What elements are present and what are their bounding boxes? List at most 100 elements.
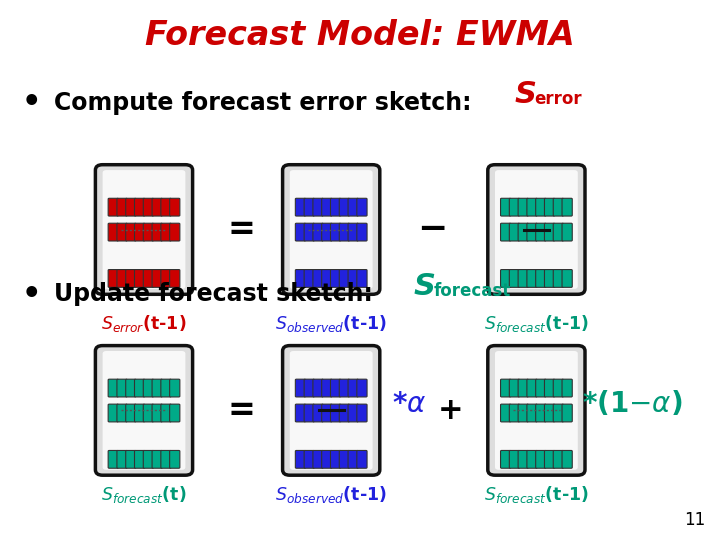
FancyBboxPatch shape (330, 198, 341, 216)
FancyBboxPatch shape (152, 269, 162, 287)
FancyBboxPatch shape (117, 198, 127, 216)
FancyBboxPatch shape (518, 450, 528, 468)
FancyBboxPatch shape (103, 170, 186, 289)
Text: Forecast Model: EWMA: Forecast Model: EWMA (145, 18, 575, 52)
FancyBboxPatch shape (562, 269, 572, 287)
Text: $\mathit{S}_{forecast}$(t-1): $\mathit{S}_{forecast}$(t-1) (484, 484, 589, 504)
FancyBboxPatch shape (295, 404, 305, 422)
FancyBboxPatch shape (536, 223, 546, 241)
FancyBboxPatch shape (304, 379, 315, 397)
FancyBboxPatch shape (143, 404, 153, 422)
Text: $\mathit{S}_{observed}$(t-1): $\mathit{S}_{observed}$(t-1) (275, 314, 387, 334)
FancyBboxPatch shape (500, 450, 510, 468)
FancyBboxPatch shape (108, 404, 118, 422)
FancyBboxPatch shape (126, 450, 136, 468)
FancyBboxPatch shape (339, 404, 349, 422)
FancyBboxPatch shape (348, 450, 359, 468)
Text: =: = (228, 394, 255, 427)
FancyBboxPatch shape (143, 198, 153, 216)
FancyBboxPatch shape (536, 450, 546, 468)
FancyBboxPatch shape (95, 165, 193, 294)
FancyBboxPatch shape (536, 198, 546, 216)
Text: −: − (417, 213, 447, 246)
FancyBboxPatch shape (544, 198, 554, 216)
FancyBboxPatch shape (313, 379, 323, 397)
Text: +: + (438, 396, 464, 425)
FancyBboxPatch shape (322, 450, 332, 468)
FancyBboxPatch shape (295, 379, 305, 397)
FancyBboxPatch shape (103, 351, 186, 470)
FancyBboxPatch shape (117, 450, 127, 468)
FancyBboxPatch shape (536, 379, 546, 397)
FancyBboxPatch shape (170, 404, 180, 422)
FancyBboxPatch shape (152, 404, 162, 422)
FancyBboxPatch shape (304, 269, 315, 287)
FancyBboxPatch shape (143, 269, 153, 287)
Text: $\mathit{S}_{forecast}$(t-1): $\mathit{S}_{forecast}$(t-1) (484, 314, 589, 334)
FancyBboxPatch shape (161, 198, 171, 216)
FancyBboxPatch shape (527, 269, 537, 287)
FancyBboxPatch shape (295, 269, 305, 287)
FancyBboxPatch shape (518, 198, 528, 216)
FancyBboxPatch shape (117, 223, 127, 241)
FancyBboxPatch shape (562, 404, 572, 422)
FancyBboxPatch shape (527, 223, 537, 241)
FancyBboxPatch shape (295, 223, 305, 241)
Text: Compute forecast error sketch:: Compute forecast error sketch: (54, 91, 472, 114)
FancyBboxPatch shape (152, 223, 162, 241)
FancyBboxPatch shape (330, 379, 341, 397)
FancyBboxPatch shape (126, 198, 136, 216)
FancyBboxPatch shape (283, 165, 380, 294)
Text: •: • (22, 280, 41, 309)
FancyBboxPatch shape (108, 450, 118, 468)
FancyBboxPatch shape (500, 269, 510, 287)
FancyBboxPatch shape (527, 379, 537, 397)
FancyBboxPatch shape (330, 269, 341, 287)
FancyBboxPatch shape (322, 223, 332, 241)
FancyBboxPatch shape (553, 404, 564, 422)
FancyBboxPatch shape (304, 198, 315, 216)
FancyBboxPatch shape (283, 346, 380, 475)
FancyBboxPatch shape (170, 269, 180, 287)
FancyBboxPatch shape (135, 198, 145, 216)
Text: error: error (534, 90, 582, 109)
FancyBboxPatch shape (161, 450, 171, 468)
FancyBboxPatch shape (152, 379, 162, 397)
FancyBboxPatch shape (295, 198, 305, 216)
Text: S: S (414, 272, 436, 301)
FancyBboxPatch shape (553, 223, 564, 241)
Text: S: S (515, 80, 537, 109)
FancyBboxPatch shape (313, 404, 323, 422)
FancyBboxPatch shape (488, 165, 585, 294)
FancyBboxPatch shape (152, 198, 162, 216)
FancyBboxPatch shape (357, 379, 367, 397)
FancyBboxPatch shape (161, 379, 171, 397)
FancyBboxPatch shape (322, 404, 332, 422)
FancyBboxPatch shape (289, 351, 373, 470)
FancyBboxPatch shape (313, 450, 323, 468)
FancyBboxPatch shape (357, 198, 367, 216)
FancyBboxPatch shape (509, 450, 520, 468)
FancyBboxPatch shape (562, 223, 572, 241)
FancyBboxPatch shape (339, 379, 349, 397)
FancyBboxPatch shape (527, 450, 537, 468)
FancyBboxPatch shape (357, 450, 367, 468)
FancyBboxPatch shape (95, 346, 193, 475)
FancyBboxPatch shape (544, 269, 554, 287)
FancyBboxPatch shape (509, 198, 520, 216)
FancyBboxPatch shape (562, 379, 572, 397)
FancyBboxPatch shape (348, 198, 359, 216)
FancyBboxPatch shape (108, 379, 118, 397)
Text: $\mathit{S}_{forecast}$(t): $\mathit{S}_{forecast}$(t) (102, 484, 186, 504)
FancyBboxPatch shape (509, 269, 520, 287)
FancyBboxPatch shape (313, 269, 323, 287)
FancyBboxPatch shape (339, 269, 349, 287)
FancyBboxPatch shape (289, 170, 373, 289)
FancyBboxPatch shape (170, 223, 180, 241)
FancyBboxPatch shape (161, 269, 171, 287)
FancyBboxPatch shape (339, 223, 349, 241)
FancyBboxPatch shape (544, 450, 554, 468)
FancyBboxPatch shape (161, 404, 171, 422)
FancyBboxPatch shape (357, 223, 367, 241)
FancyBboxPatch shape (126, 269, 136, 287)
